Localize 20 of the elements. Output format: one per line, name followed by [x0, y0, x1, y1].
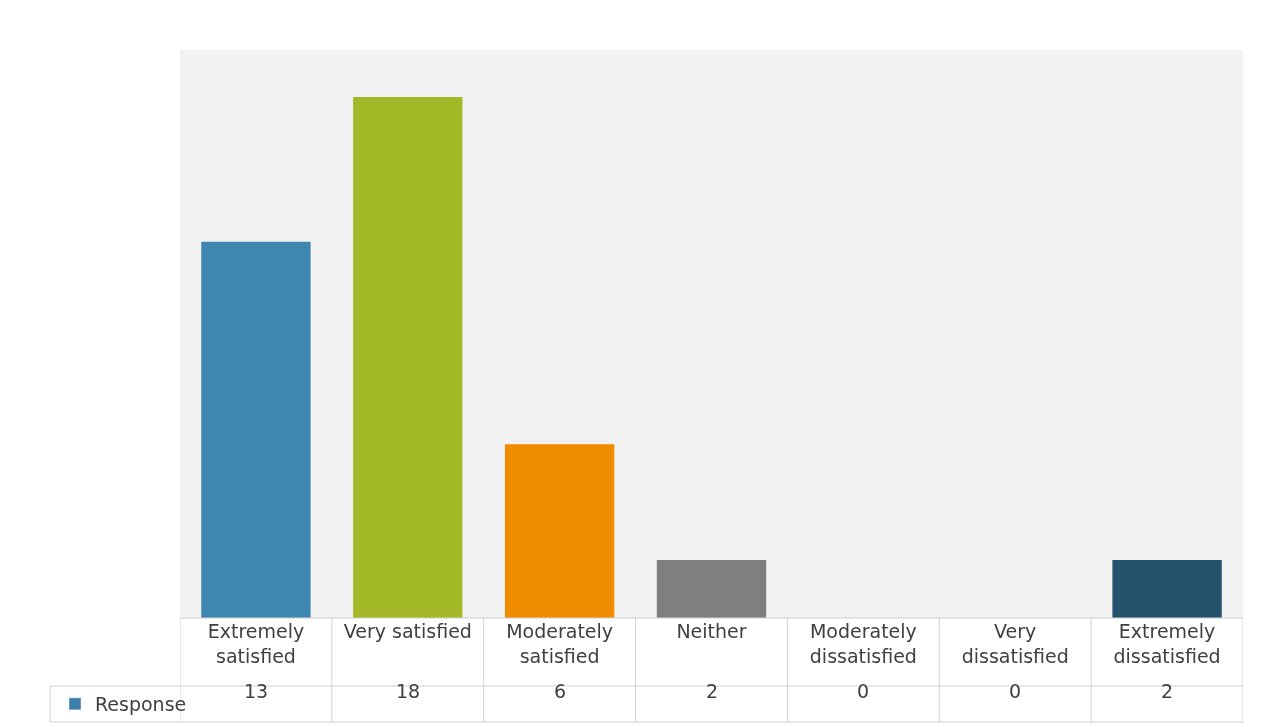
data-label: 2	[706, 680, 719, 702]
x-tick-label: Very dissatisfied	[961, 620, 1069, 667]
data-label: 0	[857, 680, 870, 702]
bar	[353, 96, 463, 618]
x-tick-label: Extremely satisfied	[207, 620, 305, 667]
bar	[201, 241, 311, 618]
x-tick-label: Moderately satisfied	[506, 620, 614, 667]
bar	[504, 444, 615, 618]
data-label: 18	[396, 680, 421, 702]
x-tick-label: Neither	[676, 620, 747, 642]
data-label: 6	[554, 680, 567, 702]
data-label: 13	[244, 680, 269, 702]
bar	[656, 560, 767, 618]
bar	[1112, 560, 1222, 618]
legend-label: Response	[95, 693, 187, 716]
data-label: 0	[1009, 680, 1022, 702]
x-tick-label: Very satisfied	[343, 620, 472, 642]
x-tick-label: Extremely dissatisfied	[1113, 620, 1221, 667]
data-label: 2	[1161, 680, 1174, 702]
x-tick-label: Moderately dissatisfied	[809, 620, 917, 667]
